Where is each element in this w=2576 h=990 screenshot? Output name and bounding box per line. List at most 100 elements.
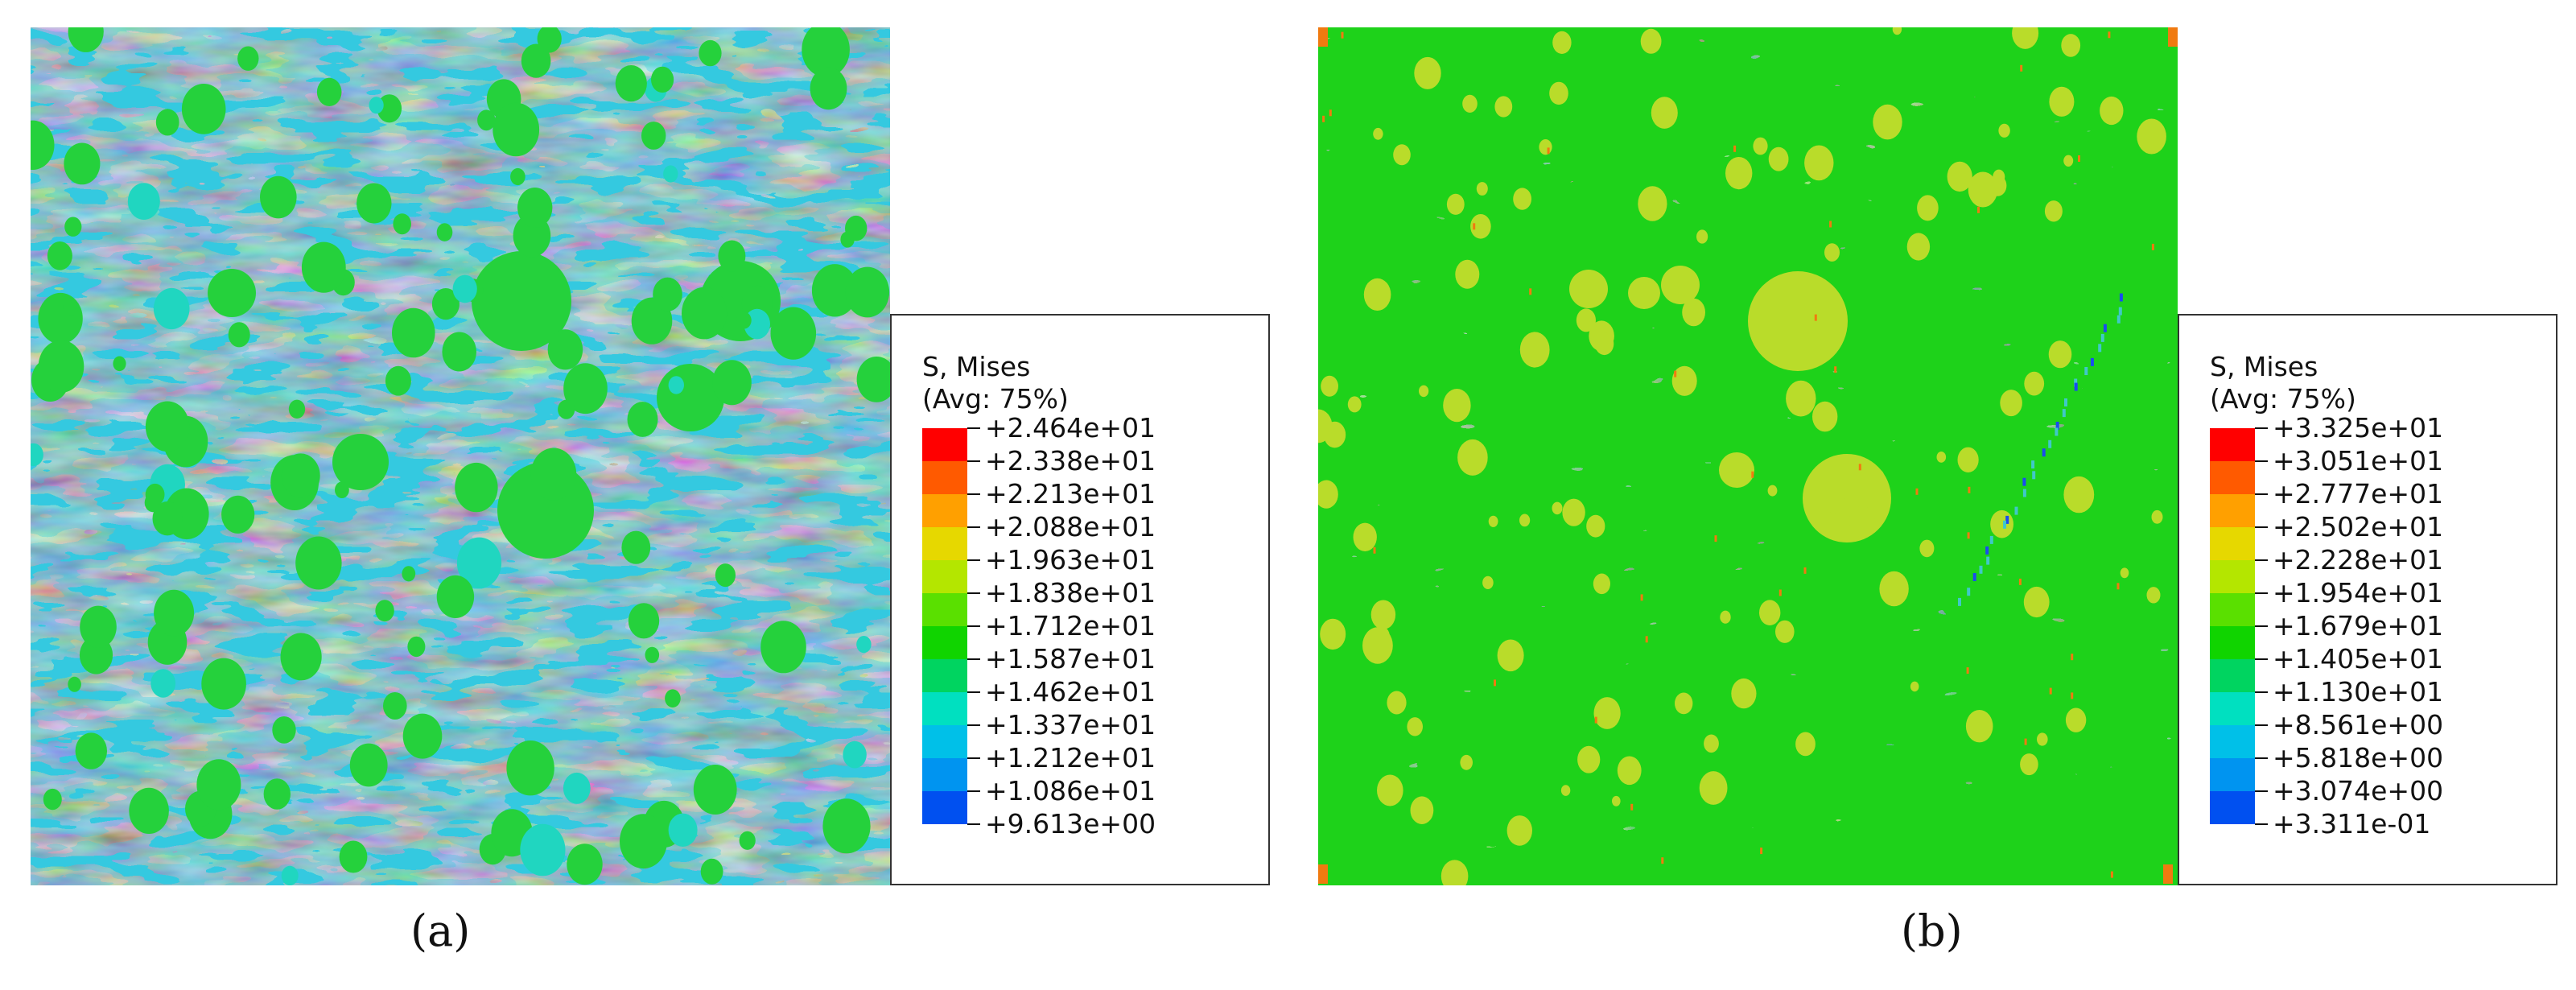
inclusion-blob <box>693 765 737 815</box>
crack-fragment <box>2116 315 2121 324</box>
inclusion-blob <box>1849 505 1875 538</box>
inclusion-blob <box>641 122 666 150</box>
hot-spot <box>1751 471 1754 478</box>
inclusion-blob <box>68 27 104 52</box>
hot-spot <box>1373 547 1376 554</box>
legend-a-swatch <box>922 560 967 593</box>
stress-inclusions-b <box>1318 27 2178 885</box>
inclusion-blob <box>1552 501 1563 515</box>
inclusion-blob <box>1968 171 1998 208</box>
inclusion-blob <box>1353 522 1377 551</box>
crack-fragment <box>2064 398 2067 406</box>
legend-b: S, Mises (Avg: 75%) +3.325e+01 +3.051e+01… <box>2178 314 2557 885</box>
inclusion-blob <box>1640 28 1662 54</box>
legend-a-title: S, Mises <box>922 351 1031 382</box>
inclusion-blob <box>43 788 62 811</box>
legend-a-swatch <box>922 725 967 758</box>
inclusion-blob <box>668 376 684 394</box>
hot-spot <box>1968 486 1971 493</box>
caption-a: (a) <box>410 905 471 956</box>
inclusion-blob <box>154 589 195 637</box>
inclusion-blob <box>2146 587 2161 604</box>
legend-b-tick <box>2255 460 2268 462</box>
legend-a-subtitle: (Avg: 75%) <box>922 383 1069 415</box>
hot-spot <box>2024 738 2027 745</box>
inclusion-blob <box>228 322 250 348</box>
inclusion-blob <box>1519 332 1550 368</box>
inclusion-blob <box>63 298 79 316</box>
legend-a-swatch <box>922 791 967 824</box>
inclusion-blob <box>1759 600 1781 625</box>
inclusion-blob <box>385 365 411 396</box>
hot-spot <box>1778 589 1782 596</box>
inclusion-blob <box>383 692 407 720</box>
inclusion-blob <box>31 120 55 170</box>
inclusion-blob <box>615 65 647 102</box>
stress-inclusions-a <box>31 27 890 885</box>
inclusion-blob <box>1594 332 1614 356</box>
inclusion-blob <box>1569 270 1608 308</box>
legend-b-tick <box>2255 427 2268 429</box>
hot-spot <box>1529 288 1532 295</box>
inclusion-blob <box>1965 710 1993 743</box>
inclusion-blob <box>1462 94 1478 113</box>
inclusion-blob <box>1373 127 1383 140</box>
inclusion-blob <box>1873 469 1885 483</box>
inclusion-blob <box>1460 754 1473 770</box>
inclusion-blob <box>1699 771 1728 805</box>
inclusion-blob <box>1393 144 1411 166</box>
legend-a-value: +1.587e+01 <box>985 643 1156 674</box>
inclusion-blob <box>332 434 389 490</box>
crack-fragment <box>2032 471 2036 480</box>
hot-spot <box>2116 583 2120 590</box>
inclusion-blob <box>1661 266 1700 304</box>
inclusion-blob <box>2137 118 2166 155</box>
inclusion-blob <box>547 329 583 370</box>
inclusion-blob <box>272 716 296 744</box>
inclusion-blob <box>1539 139 1552 155</box>
legend-b-tick <box>2255 790 2268 792</box>
crack-fragment <box>2055 427 2059 436</box>
inclusion-blob <box>152 501 183 536</box>
inclusion-blob <box>436 575 475 619</box>
inclusion-blob <box>357 183 392 224</box>
inclusion-blob <box>127 183 160 220</box>
inclusion-blob <box>1990 509 2013 538</box>
hot-spot <box>1966 667 1969 674</box>
inclusion-blob <box>201 658 246 710</box>
legend-a-value: +1.838e+01 <box>985 577 1156 608</box>
inclusion-blob <box>1786 380 1816 417</box>
inclusion-blob <box>402 713 443 759</box>
inclusion-blob <box>845 266 890 318</box>
legend-a-swatch <box>922 758 967 791</box>
hot-spot <box>2168 27 2178 47</box>
legend-a-swatch <box>922 428 967 461</box>
inclusion-blob <box>75 732 107 769</box>
legend-a-tick <box>967 790 980 792</box>
legend-a-tick <box>967 493 980 495</box>
inclusion-blob <box>1812 401 1838 432</box>
crack-fragment <box>1967 588 1971 596</box>
hot-spot <box>1674 370 1677 377</box>
inclusion-blob <box>1482 575 1494 590</box>
crack-fragment <box>2100 333 2104 342</box>
inclusion-blob <box>1873 104 1902 140</box>
inclusion-blob <box>1804 145 1834 181</box>
hot-spot <box>2151 243 2154 250</box>
inclusion-blob <box>563 363 608 415</box>
inclusion-blob <box>1347 396 1362 413</box>
inclusion-blob <box>1440 860 1469 885</box>
inclusion-blob <box>68 676 81 692</box>
inclusion-blob <box>1919 539 1935 558</box>
inclusion-blob <box>712 360 752 406</box>
hot-spot <box>1318 864 1328 884</box>
inclusion-blob <box>393 213 412 235</box>
crack-fragment <box>2074 382 2078 391</box>
inclusion-blob <box>1910 681 1919 692</box>
inclusion-blob <box>1455 259 1480 289</box>
inclusion-blob <box>237 46 259 71</box>
inclusion-blob <box>281 865 299 885</box>
inclusion-blob <box>1446 193 1465 215</box>
inclusion-blob <box>442 332 476 372</box>
inclusion-blob <box>1318 480 1338 509</box>
